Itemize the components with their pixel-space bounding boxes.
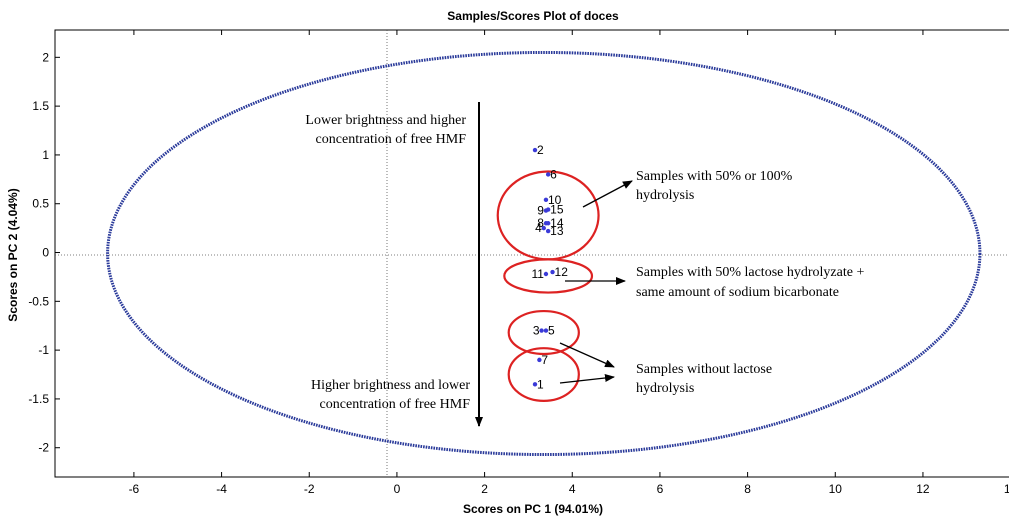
- ellipses: [106, 50, 982, 457]
- x-tick-label: 8: [744, 482, 751, 496]
- point-label-13: 13: [550, 224, 564, 238]
- y-tick-label: 1: [42, 148, 49, 162]
- confidence-ellipse: [106, 50, 982, 457]
- point-label-7: 7: [541, 353, 548, 367]
- point-10: [543, 197, 549, 203]
- point-8: [543, 221, 549, 226]
- group2-label-line1: Samples with 50% lactose hydrolyzate +: [636, 265, 864, 280]
- x-tick-label: 6: [657, 482, 664, 496]
- point-12: [550, 269, 555, 275]
- y-tick-label: -0.5: [28, 294, 49, 308]
- point-11: [543, 271, 549, 277]
- point-1: [532, 382, 538, 387]
- y-tick-label: -1.5: [28, 392, 49, 406]
- x-tick-label: 12: [916, 482, 930, 496]
- point-4: [541, 225, 546, 231]
- group-circle-3: [507, 309, 580, 356]
- point-label-10: 10: [548, 193, 562, 207]
- point-label-4: 4: [535, 221, 542, 235]
- point-2: [532, 147, 538, 153]
- group3-label-line2: hydrolysis: [636, 381, 694, 396]
- group1-label-line2: hydrolysis: [636, 188, 694, 203]
- group-circle-2: [503, 258, 594, 294]
- point-label-3: 3: [533, 324, 540, 338]
- annotation-bottom-line2: concentration of free HMF: [320, 397, 471, 412]
- x-tick-label: -4: [216, 482, 227, 496]
- y-tick-label: 2: [42, 50, 49, 64]
- group3-label-line1: Samples without lactose: [636, 362, 772, 377]
- point-label-1: 1: [537, 377, 544, 391]
- group1-arrow: [582, 180, 633, 208]
- x-tick-label: 0: [394, 482, 401, 496]
- x-tick-label: 10: [829, 482, 843, 496]
- group-circle-1: [496, 170, 600, 261]
- chart-title: Samples/Scores Plot of doces: [447, 9, 619, 23]
- point-label-8: 8: [537, 216, 544, 230]
- point-7: [537, 357, 542, 363]
- y-tick-label: 1.5: [32, 99, 49, 113]
- group-circle-4: [507, 347, 580, 402]
- point-label-6: 6: [550, 167, 557, 181]
- point-5: [543, 328, 549, 333]
- point-label-2: 2: [537, 143, 544, 157]
- point-3: [539, 328, 544, 333]
- group3-arrow-lower: [559, 374, 615, 384]
- point-6: [545, 172, 551, 177]
- y-tick-label: 0: [42, 246, 49, 260]
- annotation-bottom-line1: Higher brightness and lower: [311, 378, 470, 393]
- x-axis-label: Scores on PC 1 (94.01%): [463, 502, 603, 516]
- plot-area-frame: [54, 29, 1009, 478]
- axis-ticks: -6-4-20246810121421.510.50-0.5-1-1.5-2: [28, 30, 1009, 496]
- annotation-top-line1: Lower brightness and higher: [305, 113, 466, 128]
- group1-label-line1: Samples with 50% or 100%: [636, 169, 793, 184]
- point-label-9: 9: [537, 204, 544, 218]
- x-tick-label: 2: [481, 482, 488, 496]
- x-tick-label: 4: [569, 482, 576, 496]
- group2-label-line2: same amount of sodium bicarbonate: [636, 285, 839, 300]
- y-tick-label: -1: [38, 343, 49, 357]
- x-tick-label: -6: [129, 482, 140, 496]
- point-13: [545, 228, 551, 234]
- point-9: [543, 208, 549, 213]
- y-tick-label: -2: [38, 441, 49, 455]
- point-label-14: 14: [550, 216, 564, 230]
- point-label-12: 12: [555, 265, 569, 279]
- x-tick-label: 14: [1004, 482, 1009, 496]
- x-tick-label: -2: [304, 482, 315, 496]
- point-label-11: 11: [531, 267, 544, 281]
- point-label-15: 15: [550, 203, 564, 217]
- point-label-5: 5: [548, 324, 555, 338]
- annotation-top-line2: concentration of free HMF: [316, 132, 467, 147]
- y-axis-label: Scores on PC 2 (4.04%): [6, 188, 20, 321]
- group3-arrow-upper: [559, 342, 615, 368]
- y-tick-label: 0.5: [32, 197, 49, 211]
